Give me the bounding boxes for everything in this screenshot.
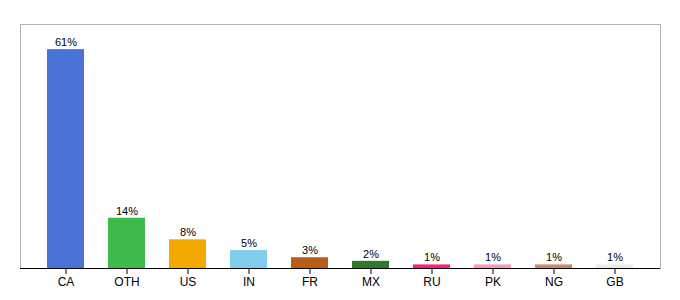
svg-text:1%: 1%	[485, 251, 501, 263]
svg-text:14%: 14%	[116, 205, 138, 217]
svg-text:US: US	[180, 275, 197, 289]
svg-text:CA: CA	[58, 275, 75, 289]
svg-text:2%: 2%	[363, 248, 379, 260]
svg-text:61%: 61%	[55, 36, 77, 48]
svg-text:1%: 1%	[546, 251, 562, 263]
svg-text:NG: NG	[545, 275, 563, 289]
svg-text:GB: GB	[606, 275, 623, 289]
svg-text:1%: 1%	[424, 251, 440, 263]
svg-text:1%: 1%	[607, 251, 623, 263]
svg-text:MX: MX	[362, 275, 380, 289]
svg-text:5%: 5%	[241, 237, 257, 249]
svg-text:3%: 3%	[302, 244, 318, 256]
svg-text:IN: IN	[243, 275, 255, 289]
svg-text:FR: FR	[302, 275, 318, 289]
svg-text:PK: PK	[485, 275, 501, 289]
svg-text:RU: RU	[423, 275, 440, 289]
svg-text:8%: 8%	[180, 226, 196, 238]
svg-text:OTH: OTH	[114, 275, 139, 289]
